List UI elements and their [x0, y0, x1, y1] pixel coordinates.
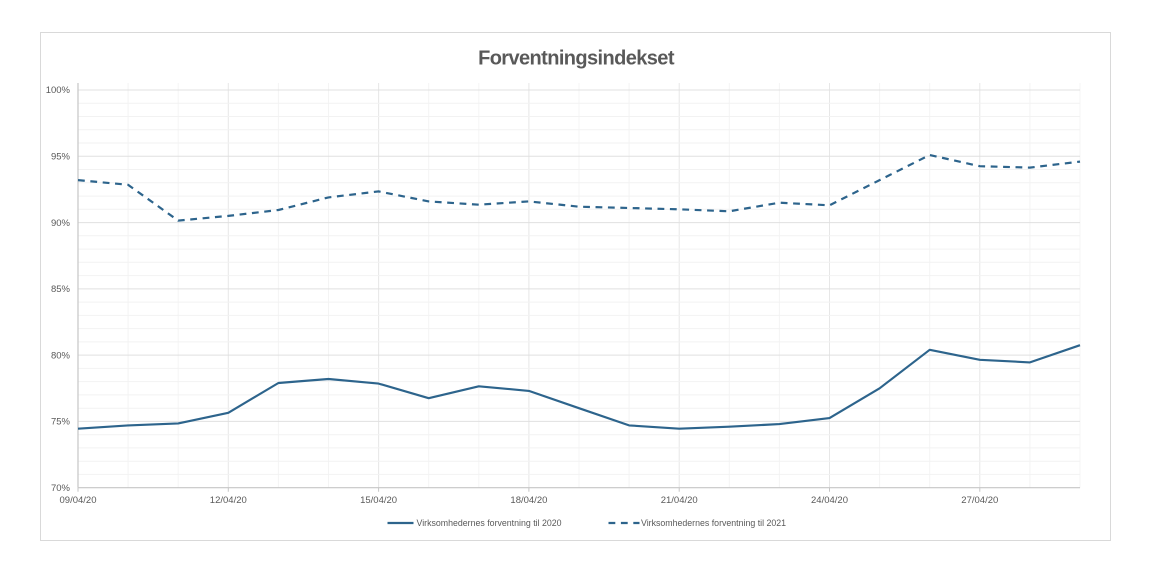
svg-text:85%: 85% — [51, 284, 71, 295]
svg-text:Virksomhedernes forventning ti: Virksomhedernes forventning til 2020 — [417, 518, 562, 528]
svg-text:09/04/20: 09/04/20 — [60, 495, 97, 506]
svg-text:90%: 90% — [51, 218, 71, 229]
svg-text:70%: 70% — [51, 483, 71, 494]
svg-text:95%: 95% — [51, 152, 71, 163]
svg-text:Virksomhedernes forventning ti: Virksomhedernes forventning til 2021 — [641, 518, 786, 528]
svg-text:100%: 100% — [46, 85, 71, 96]
svg-text:21/04/20: 21/04/20 — [661, 495, 698, 506]
svg-text:24/04/20: 24/04/20 — [811, 495, 848, 506]
svg-text:80%: 80% — [51, 350, 71, 361]
svg-text:Forventningsindekset: Forventningsindekset — [478, 48, 675, 70]
svg-text:75%: 75% — [51, 417, 71, 428]
svg-text:12/04/20: 12/04/20 — [210, 495, 247, 506]
svg-text:15/04/20: 15/04/20 — [360, 495, 397, 506]
svg-text:27/04/20: 27/04/20 — [961, 495, 998, 506]
svg-text:18/04/20: 18/04/20 — [510, 495, 547, 506]
